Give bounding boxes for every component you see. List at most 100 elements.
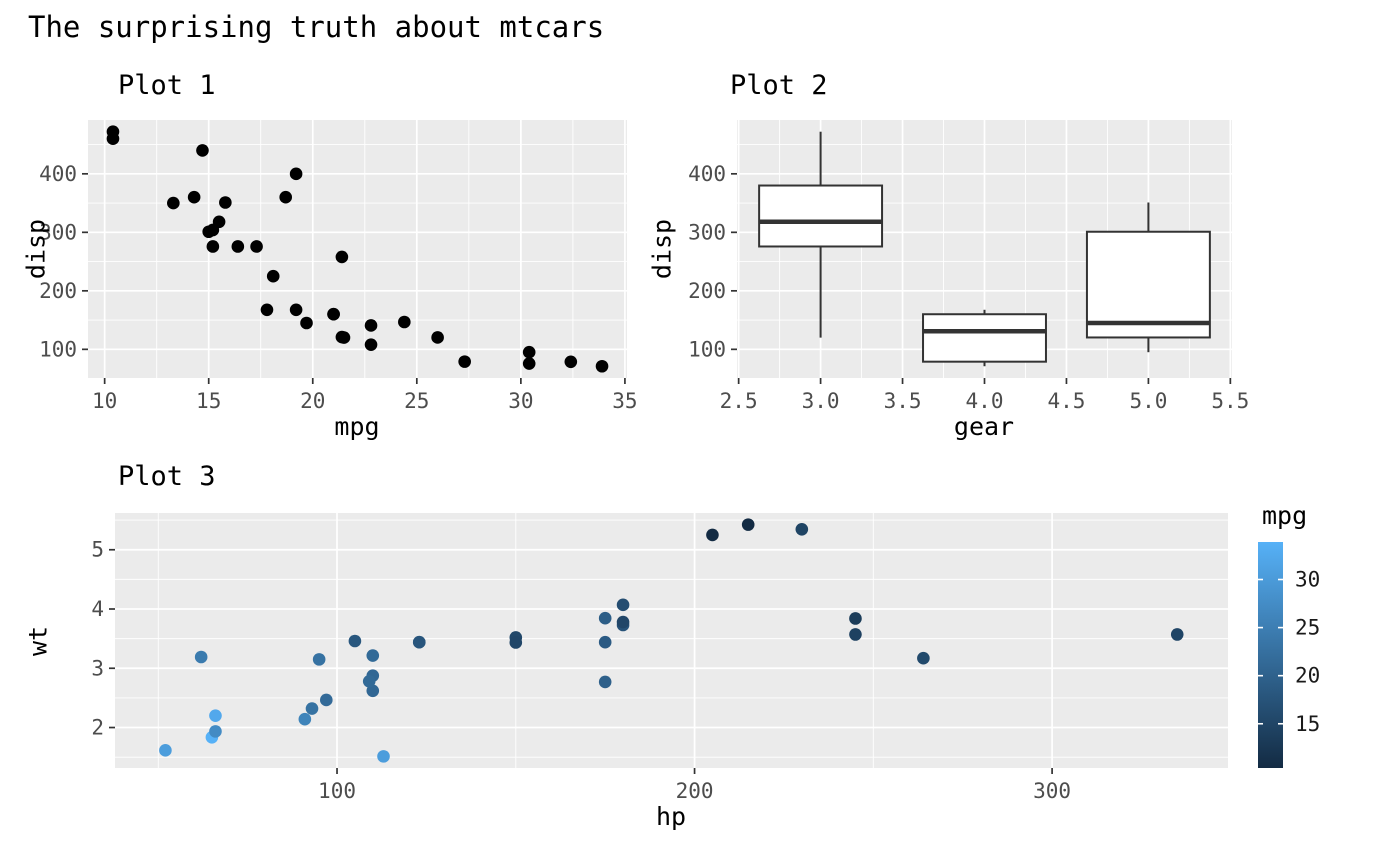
x-tick-label: 30 (508, 389, 533, 413)
data-point (159, 744, 172, 757)
data-point (279, 190, 293, 204)
y-tick-label: 100 (688, 337, 726, 361)
plot2-y-axis-title: disp (647, 218, 677, 280)
box (758, 184, 884, 248)
data-point (616, 615, 630, 629)
data-point (412, 635, 426, 649)
plot3-x-axis-title: hp (655, 802, 687, 831)
data-point (509, 636, 523, 649)
data-point (598, 675, 612, 689)
data-point (305, 702, 319, 715)
data-point (312, 653, 326, 666)
mpg-colorbar: 15 20 25 30 (1258, 542, 1320, 768)
data-point (335, 330, 349, 344)
data-point (431, 331, 444, 344)
figure-title: The surprising truth about mtcars (28, 10, 605, 44)
data-point (595, 359, 609, 373)
data-point (250, 240, 263, 253)
plot3-y-axis-title: wt (23, 625, 53, 657)
data-point (106, 132, 120, 146)
x-tick-label: 100 (318, 779, 356, 803)
y-tick-label: 3 (91, 656, 104, 680)
data-point (598, 611, 612, 625)
data-point (564, 355, 578, 369)
y-tick-label: 4 (91, 597, 104, 621)
x-tick-label: 4.5 (1047, 389, 1085, 413)
colorbar-tick-label: 20 (1295, 664, 1320, 688)
plot1-y-axis-title: disp (21, 218, 51, 280)
data-point (598, 635, 612, 649)
x-tick-label: 35 (612, 389, 637, 413)
x-tick-label: 25 (404, 389, 429, 413)
data-point (196, 144, 209, 157)
data-point (327, 307, 340, 321)
x-tick-label: 200 (676, 779, 714, 803)
data-point (741, 518, 755, 531)
y-tick-label: 100 (39, 337, 77, 361)
data-point (187, 190, 201, 204)
data-point (616, 598, 630, 612)
y-tick-label: 400 (39, 162, 77, 186)
data-point (364, 319, 378, 332)
colorbar-gradient (1258, 542, 1283, 768)
box (922, 313, 1047, 363)
x-tick-label: 5.5 (1211, 389, 1249, 413)
data-point (320, 693, 333, 707)
x-tick-label: 300 (1033, 779, 1071, 803)
data-point (260, 303, 274, 317)
colorbar-tick-label: 25 (1295, 616, 1320, 640)
plot3-scatter-canvas: 100 200 300 2 3 4 5 (91, 513, 1228, 803)
data-point (335, 250, 349, 264)
data-point (219, 196, 232, 209)
y-tick-label: 5 (91, 538, 104, 562)
data-point (362, 675, 376, 688)
data-point (289, 167, 303, 181)
data-point (522, 345, 536, 359)
data-point (266, 269, 280, 283)
x-tick-label: 3.0 (802, 389, 840, 413)
x-tick-label: 3.5 (884, 389, 922, 413)
data-point (398, 315, 411, 329)
data-point (917, 651, 930, 665)
panel-background (88, 120, 627, 378)
y-tick-label: 2 (91, 716, 104, 740)
box (1085, 230, 1211, 339)
y-tick-label: 300 (39, 220, 77, 244)
data-point (706, 528, 719, 542)
data-point (209, 725, 222, 738)
data-point (202, 225, 216, 239)
data-point (231, 240, 245, 253)
data-point (209, 709, 222, 722)
data-point (298, 712, 312, 726)
data-point (1170, 628, 1184, 641)
plot3-title: Plot 3 (118, 461, 216, 492)
data-point (795, 522, 809, 536)
plot2-boxplot-canvas: 2.5 3.0 3.5 4.0 4.5 5.0 5.5 100 200 300 400 (688, 120, 1249, 413)
plot2-x-axis-title: gear (953, 412, 1015, 441)
data-point (194, 650, 208, 664)
panel-background (115, 513, 1228, 768)
x-tick-label: 20 (300, 389, 325, 413)
y-tick-label: 200 (39, 279, 77, 303)
y-tick-label: 300 (688, 220, 726, 244)
data-point (167, 196, 180, 210)
colorbar-tick-label: 15 (1295, 712, 1320, 736)
plot2-title: Plot 2 (730, 70, 828, 101)
x-tick-label: 15 (196, 389, 221, 413)
plot1-scatter-canvas: 10 15 20 25 30 35 100 200 300 400 (39, 120, 638, 413)
data-point (348, 634, 362, 648)
data-point (522, 357, 536, 370)
x-tick-label: 4.0 (966, 389, 1004, 413)
data-point (849, 628, 862, 641)
data-point (849, 612, 862, 625)
data-point (366, 649, 380, 662)
data-point (289, 303, 303, 317)
plot1-title: Plot 1 (118, 70, 216, 101)
data-point (377, 750, 390, 763)
colorbar-tick-label: 30 (1295, 568, 1320, 592)
y-tick-label: 400 (688, 162, 726, 186)
x-tick-label: 10 (92, 389, 117, 413)
data-point (458, 355, 471, 368)
y-tick-label: 200 (688, 279, 726, 303)
